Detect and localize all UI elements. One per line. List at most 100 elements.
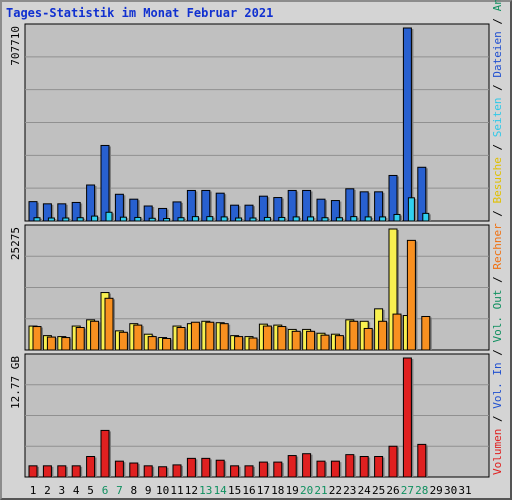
x-tick-label: 29	[430, 484, 443, 497]
bar-bottom-volumen-27	[402, 357, 412, 478]
bar-top-dateien-28	[422, 212, 430, 222]
x-tick-label: 20	[300, 484, 313, 497]
bar-top-anfragen-10	[158, 207, 168, 222]
bar-top-anfragen-2	[42, 203, 52, 222]
bar-middle-rechner-15	[234, 336, 244, 351]
bar-top-dateien-21	[321, 217, 329, 222]
x-tick-label: 2	[44, 484, 51, 497]
bar-top-dateien-5	[91, 215, 99, 222]
bar-top-dateien-6	[105, 211, 113, 222]
legend-separator: /	[491, 137, 504, 157]
bar-middle-rechner-12	[190, 321, 200, 351]
bar-top-dateien-13	[206, 216, 214, 222]
bar-middle-rechner-22	[334, 335, 344, 351]
bar-bottom-volumen-17	[258, 461, 268, 478]
bar-bottom-volumen-26	[388, 445, 398, 478]
bar-top-anfragen-23	[345, 188, 355, 222]
bar-top-anfragen-8	[129, 198, 139, 222]
bar-middle-rechner-5	[90, 320, 100, 351]
bar-top-anfragen-3	[57, 203, 67, 222]
legend-entry: Volumen	[491, 429, 504, 475]
legend-separator: /	[491, 270, 504, 290]
bar-bottom-volumen-14	[215, 459, 225, 478]
bar-top-anfragen-9	[143, 205, 153, 222]
bar-top-dateien-11	[177, 217, 185, 222]
bar-top-dateien-18	[278, 216, 286, 222]
bar-middle-rechner-3	[61, 337, 71, 351]
bar-middle-rechner-21	[320, 334, 330, 351]
bar-bottom-volumen-24	[359, 455, 369, 478]
bar-bottom-volumen-9	[143, 465, 153, 478]
bar-middle-rechner-11	[176, 326, 186, 351]
max-label-middle: 25275	[9, 227, 22, 260]
bar-middle-rechner-10	[162, 338, 172, 351]
x-tick-label: 31	[458, 484, 471, 497]
x-tick-label: 3	[58, 484, 65, 497]
x-tick-label: 23	[343, 484, 356, 497]
bar-top-dateien-27	[407, 197, 415, 222]
x-tick-label: 6	[102, 484, 109, 497]
bar-bottom-volumen-10	[158, 466, 168, 478]
bar-top-anfragen-5	[86, 184, 96, 222]
bar-top-anfragen-22	[330, 200, 340, 222]
bar-middle-rechner-26	[392, 313, 402, 351]
bar-top-dateien-14	[220, 216, 228, 222]
bar-middle-rechner-19	[291, 330, 301, 351]
x-tick-label: 1	[30, 484, 37, 497]
x-tick-label: 14	[214, 484, 228, 497]
x-tick-label: 28	[415, 484, 428, 497]
legend-entry: Seiten	[491, 97, 504, 137]
x-tick-label: 16	[242, 484, 255, 497]
bar-top-dateien-10	[163, 218, 171, 222]
bar-bottom-volumen-7	[114, 460, 124, 478]
x-tick-label: 22	[329, 484, 342, 497]
bar-top-dateien-8	[134, 216, 142, 222]
bar-bottom-volumen-5	[86, 455, 96, 478]
x-tick-label: 9	[145, 484, 152, 497]
bar-middle-rechner-23	[349, 320, 359, 351]
x-tick-label: 7	[116, 484, 123, 497]
x-tick-label: 5	[87, 484, 94, 497]
bar-top-anfragen-13	[201, 189, 211, 222]
bar-bottom-volumen-23	[345, 454, 355, 478]
bar-bottom-volumen-20	[302, 453, 312, 478]
bar-middle-rechner-18	[277, 326, 287, 351]
x-tick-label: 8	[130, 484, 137, 497]
bar-top-dateien-2	[47, 217, 55, 222]
max-label-top: 707710	[9, 26, 22, 66]
bar-top-anfragen-19	[287, 189, 297, 222]
bar-top-anfragen-24	[359, 191, 369, 222]
bar-top-anfragen-15	[230, 204, 240, 222]
bar-bottom-volumen-3	[57, 465, 67, 478]
x-tick-label: 21	[314, 484, 327, 497]
bar-bottom-volumen-22	[330, 460, 340, 478]
bar-bottom-volumen-13	[201, 457, 211, 478]
max-label-bottom: 12.77 GB	[9, 356, 22, 409]
bar-top-anfragen-6	[100, 144, 110, 222]
bar-bottom-volumen-11	[172, 464, 182, 478]
bar-top-dateien-12	[191, 216, 199, 222]
x-tick-label: 12	[185, 484, 198, 497]
bar-middle-rechner-24	[363, 327, 373, 351]
legend-separator: /	[491, 409, 504, 429]
x-tick-label: 18	[271, 484, 284, 497]
bar-middle-rechner-13	[205, 321, 215, 351]
bar-bottom-volumen-12	[186, 457, 196, 478]
bar-top-anfragen-17	[258, 195, 268, 222]
bar-middle-rechner-1	[32, 326, 42, 351]
bar-top-dateien-19	[292, 216, 300, 222]
bar-top-anfragen-11	[172, 201, 182, 222]
bar-top-dateien-1	[33, 217, 41, 222]
bar-bottom-volumen-28	[417, 443, 427, 478]
bar-bottom-volumen-25	[374, 455, 384, 478]
bar-top-dateien-22	[335, 217, 343, 222]
x-tick-label: 15	[228, 484, 241, 497]
bar-top-anfragen-18	[273, 197, 283, 222]
bar-top-anfragen-16	[244, 204, 254, 222]
legend-separator: /	[491, 343, 504, 363]
bar-bottom-volumen-1	[28, 465, 38, 478]
bar-top-dateien-24	[364, 216, 372, 222]
bar-bottom-volumen-15	[230, 465, 240, 478]
bar-middle-rechner-16	[248, 337, 258, 351]
bar-top-anfragen-20	[302, 189, 312, 222]
